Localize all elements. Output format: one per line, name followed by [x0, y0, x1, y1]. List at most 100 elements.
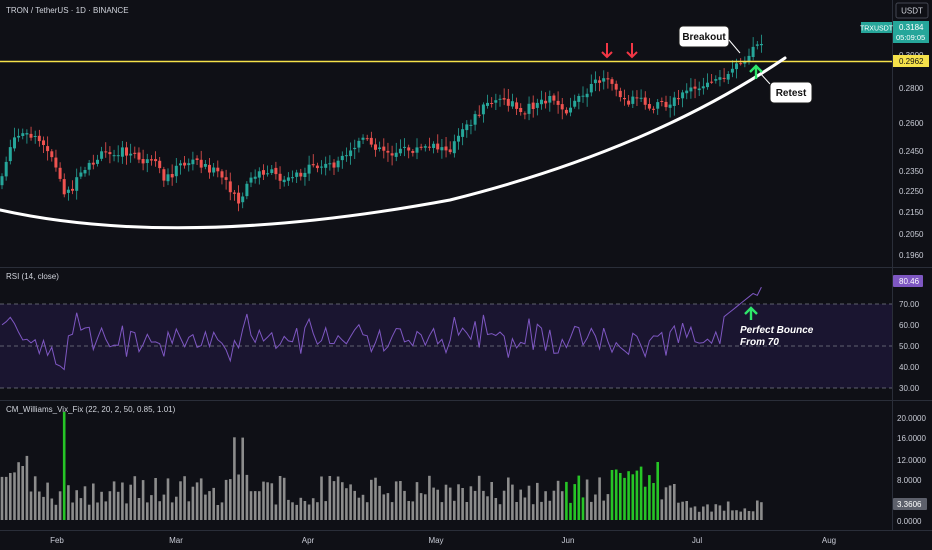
vix-bar [4, 476, 8, 520]
candle-body [382, 146, 386, 151]
vix-bar [677, 502, 680, 520]
vix-bar [656, 462, 659, 520]
candle-body [477, 114, 481, 116]
candle-body [29, 133, 33, 138]
candle-body [378, 147, 382, 149]
candle-body [631, 96, 635, 104]
vix-bar [46, 482, 49, 520]
last-price-value: 0.3184 [899, 23, 924, 32]
vix-bar [714, 504, 718, 520]
candle-body [540, 99, 543, 105]
vix-bar [706, 504, 709, 520]
candle-body [593, 79, 597, 84]
candle-body [291, 177, 294, 179]
candle-body [120, 147, 124, 157]
breakout-callout[interactable]: Breakout [678, 25, 741, 54]
candle-body [440, 147, 444, 151]
candle-body [320, 166, 323, 168]
vix-bar [702, 506, 705, 520]
vix-bar [353, 490, 356, 520]
candle-body [676, 98, 680, 100]
candle-body [394, 152, 398, 157]
candle-body [519, 108, 523, 112]
candle-body [544, 100, 548, 104]
candle-body [548, 96, 552, 103]
candle-body [685, 90, 689, 94]
candle-body [253, 176, 257, 179]
price-tick: 0.2600 [899, 119, 924, 128]
candle-body [274, 167, 278, 175]
vix-bar [598, 477, 601, 520]
retest-callout[interactable]: Retest [759, 72, 813, 104]
vix-bar [465, 502, 469, 520]
rsi-annotation-line-2: From 70 [740, 337, 779, 348]
candle-body [145, 159, 149, 163]
vix-bar [540, 501, 543, 520]
candle-body [681, 92, 685, 99]
vix-bar [175, 496, 178, 520]
currency-button[interactable]: USDT [895, 2, 929, 19]
candle-body [573, 100, 577, 107]
candlestick-series[interactable] [0, 34, 763, 212]
candle-body [58, 167, 62, 179]
candle-body [42, 140, 45, 145]
vix-bar [141, 480, 145, 520]
vix-bar [241, 437, 244, 520]
vix-bar [320, 476, 323, 520]
vix-bar [581, 497, 585, 520]
candle-body [353, 147, 357, 150]
candle-body [369, 137, 373, 145]
candle-body [427, 146, 431, 148]
vix-value: 3.3606 [897, 500, 922, 509]
candle-body [336, 160, 340, 168]
candle-body [170, 174, 174, 178]
time-label: Mar [169, 536, 183, 545]
vix-bar [482, 490, 485, 520]
vix-tick: 0.0000 [897, 517, 922, 526]
candle-body [531, 102, 535, 109]
level-price-badge[interactable]: 0.2962 [893, 55, 929, 67]
candle-body [311, 164, 315, 166]
candle-body [697, 88, 701, 91]
rounding-bottom-curve[interactable] [0, 56, 787, 230]
candle-body [403, 146, 406, 148]
candle-body [108, 152, 112, 155]
vix-tick: 20.0000 [897, 414, 926, 423]
vix-bar [104, 501, 108, 520]
candle-body [689, 87, 693, 92]
vix-bar [278, 476, 282, 520]
vix-bar [220, 502, 224, 520]
vix-bar [490, 482, 493, 520]
candle-body [419, 146, 423, 148]
vix-bar [494, 498, 498, 520]
vix-bar [92, 483, 95, 520]
vix-fix-histogram[interactable] [0, 412, 763, 520]
last-price-badge[interactable]: TRXUSDT 0.3184 05:09:05 [860, 21, 929, 43]
candle-body [374, 144, 377, 150]
candle-body [183, 162, 187, 166]
chart-title[interactable]: TRON / TetherUS · 1D · BINANCE [6, 6, 129, 15]
candle-body [203, 164, 207, 167]
vix-bar [9, 473, 12, 520]
vix-bar [21, 466, 24, 520]
time-label: May [428, 536, 443, 545]
candle-body [332, 162, 336, 168]
vix-bar [693, 506, 697, 520]
vix-bar [648, 475, 651, 520]
vix-bar [448, 487, 452, 520]
vix-bar [685, 501, 688, 520]
vix-bar [349, 484, 352, 520]
rsi-pane-title[interactable]: RSI (14, close) [6, 272, 59, 281]
candle-body [498, 98, 502, 100]
vix-tick: 16.0000 [897, 434, 926, 443]
vix-bar [183, 476, 186, 520]
vix-pane-title[interactable]: CM_Williams_Vix_Fix (22, 20, 2, 50, 0.85… [6, 405, 176, 414]
vix-bar [689, 507, 693, 520]
candle-body [158, 160, 162, 169]
candle-body [614, 83, 618, 90]
rsi-line[interactable] [1, 286, 762, 371]
vix-bar [50, 498, 54, 520]
retest-label: Retest [776, 88, 807, 99]
